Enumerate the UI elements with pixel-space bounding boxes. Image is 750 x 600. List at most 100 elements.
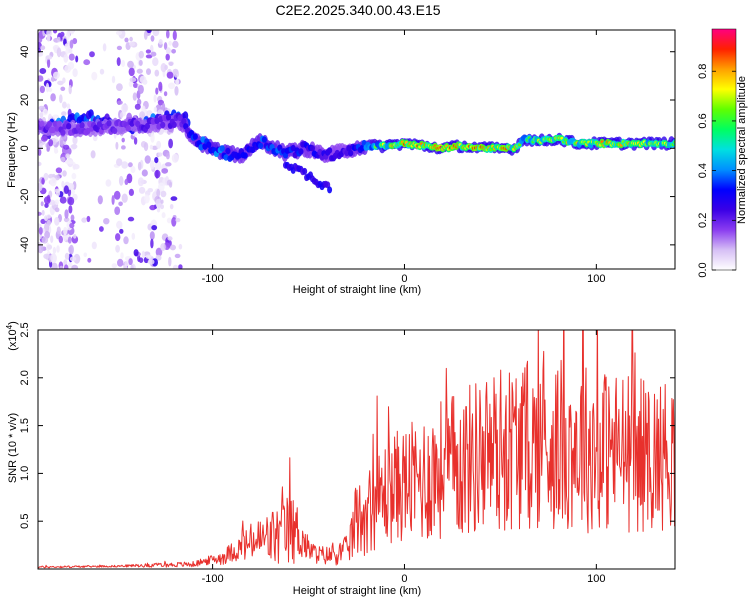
spectrogram-noise-blob — [51, 262, 58, 269]
spectrogram-noise-blob — [72, 135, 78, 145]
spectrogram-noise-blob — [97, 195, 103, 205]
spectrogram-noise-blob — [64, 209, 69, 219]
spectrogram-noise-blob — [143, 142, 149, 152]
spectrogram-ridge-blob — [250, 146, 256, 154]
spectrogram-noise-blob — [68, 84, 72, 95]
spectrogram-noise-blob — [99, 226, 104, 232]
snr-y-tick-label: 2.5 — [19, 322, 31, 337]
spectrogram-noise-blob — [66, 103, 71, 109]
spectrogram-noise-blob — [137, 84, 144, 94]
spectrogram-noise-blob — [121, 193, 128, 203]
spectrogram-noise-blob — [175, 217, 181, 223]
spectrogram-y-tick-label: 0 — [19, 145, 31, 151]
spectrogram-noise-blob — [58, 235, 63, 244]
spectrogram-noise-blob — [63, 144, 70, 150]
spectrogram-noise-blob — [116, 158, 123, 167]
spectrogram-noise-blob — [146, 30, 152, 34]
spectrogram-noise-blob — [48, 139, 54, 147]
spectrogram-noise-blob — [59, 265, 64, 269]
spectrogram-x-tick-label: 0 — [401, 273, 407, 285]
spectrogram-noise-blob — [133, 137, 138, 145]
spectrogram-noise-blob — [156, 206, 161, 213]
spectrogram-noise-blob — [71, 172, 77, 180]
spectrogram-noise-blob — [65, 153, 71, 159]
spectrogram-ridge-blob — [348, 149, 354, 157]
spectrogram-noise-blob — [38, 244, 44, 254]
spectrogram-noise-blob — [153, 106, 158, 113]
spectrogram-noise-blob — [69, 222, 75, 229]
spectrogram-noise-blob — [40, 45, 46, 50]
spectrogram-noise-blob — [38, 148, 42, 156]
snr-panel: -100 0 100 0.5 1.0 1.5 2.0 2.5 Height of strai… — [5, 321, 676, 597]
spectrogram-noise-blob — [62, 101, 67, 109]
spectrogram-noise-blob — [42, 108, 48, 116]
spectrogram-noise-blob — [71, 264, 79, 269]
snr-plot-area — [38, 330, 675, 569]
spectrogram-noise-blob — [116, 45, 122, 51]
spectrogram-ridge-blob — [317, 148, 323, 156]
spectrogram-noise-blob — [52, 114, 59, 119]
spectrogram-noise-blob — [38, 105, 45, 111]
spectrogram-noise-blob — [150, 35, 155, 42]
spectrogram-noise-blob — [145, 54, 153, 59]
spectrogram-noise-blob — [149, 231, 155, 241]
spectrogram-noise-blob — [160, 199, 164, 204]
spectrogram-noise-blob — [46, 214, 52, 219]
spectrogram-noise-blob — [146, 68, 151, 75]
spectrogram-noise-blob — [49, 177, 57, 187]
spectrogram-noise-blob — [99, 68, 105, 75]
spectrogram-noise-blob — [116, 220, 123, 229]
spectrogram-noise-blob — [54, 207, 60, 213]
spectrogram-noise-blob — [136, 68, 143, 74]
spectrogram-noise-blob — [56, 47, 62, 58]
colorbar-label: Normalized spectral amplitude — [736, 76, 748, 224]
spectrogram-noise-blob — [63, 233, 67, 242]
spectrogram-noise-blob — [121, 145, 126, 150]
snr-y-tick-label: 2.0 — [19, 370, 31, 385]
spectrogram-noise-blob — [103, 218, 110, 225]
spectrogram-noise-blob — [86, 215, 91, 223]
spectrogram-ridge-blob — [125, 125, 131, 132]
snr-y-ticks: 0.5 1.0 1.5 2.0 2.5 — [19, 322, 675, 529]
spectrogram-noise-blob — [128, 258, 133, 266]
spectrogram-noise-blob — [68, 53, 75, 61]
spectrogram-ridge-blob — [177, 114, 183, 122]
spectrogram-noise-blob — [169, 244, 176, 251]
spectrogram-noise-blob — [41, 177, 45, 185]
spectrogram-noise-blob — [102, 43, 107, 52]
spectrogram-noise-blob — [68, 205, 73, 214]
spectrogram-noise-blob — [171, 217, 177, 227]
spectrogram-noise-blob — [158, 39, 163, 45]
spectrogram-noise-blob — [50, 199, 56, 206]
spectrogram-noise-blob — [64, 252, 70, 260]
spectrogram-noise-blob — [174, 253, 181, 259]
spectrogram-ridge-blob — [327, 147, 333, 154]
spectrogram-noise-blob — [57, 36, 61, 43]
spectrogram-frame — [37, 29, 676, 270]
spectrogram-noise-blob — [154, 157, 159, 164]
spectrogram-noise-blob — [50, 93, 56, 102]
snr-scale-label: (x104) — [5, 321, 20, 351]
spectrogram-noise-blob — [50, 253, 57, 264]
spectrogram-noise-blob — [81, 217, 87, 223]
spectrogram-noise-blob — [87, 257, 92, 263]
spectrogram-noise-blob — [157, 152, 163, 157]
spectrogram-ridge-blob — [181, 118, 187, 125]
spectrogram-noise-blob — [54, 216, 60, 226]
spectrogram-noise-blob — [172, 68, 179, 75]
spectrogram-noise-blob — [152, 57, 159, 67]
spectrogram-noise-blob — [156, 140, 162, 149]
spectrogram-noise-blob — [111, 75, 116, 84]
spectrogram-ridge-blob — [309, 145, 315, 152]
spectrogram-noise-blob — [149, 144, 154, 150]
spectrogram-noise-blob — [53, 71, 60, 80]
snr-x-tick-label: 0 — [401, 573, 407, 585]
spectrogram-noise-blob — [171, 153, 179, 163]
spectrogram-noise-blob — [41, 209, 45, 216]
spectrogram-noise-blob — [168, 82, 175, 90]
spectrogram-noise-blob — [73, 253, 81, 264]
spectrogram-noise-blob — [171, 49, 177, 54]
spectrogram-x-tick-label: -100 — [202, 273, 224, 285]
snr-y-tick-label: 0.5 — [19, 514, 31, 529]
